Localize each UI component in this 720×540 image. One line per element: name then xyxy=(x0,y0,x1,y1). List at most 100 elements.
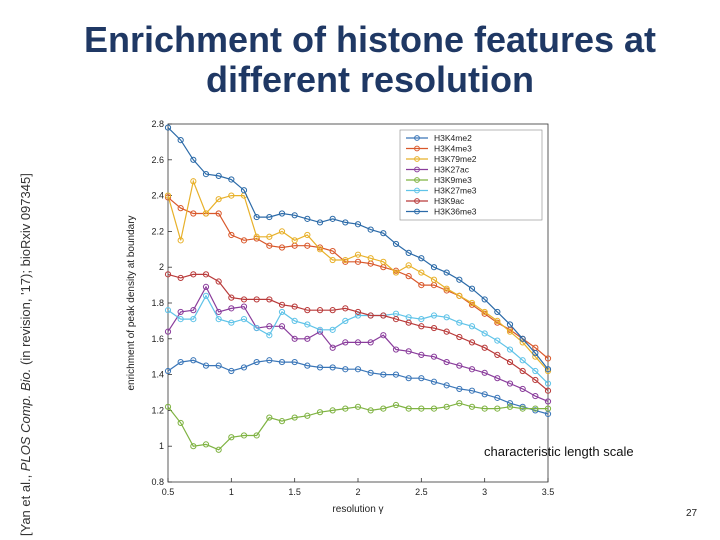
data-point-h3k4me2 xyxy=(164,367,172,375)
data-point-h3k27ac xyxy=(481,369,488,376)
data-point-h3k27ac xyxy=(544,398,552,405)
data-point-h3k9me3 xyxy=(405,405,412,412)
data-point-h3k27me3 xyxy=(544,380,552,387)
data-point-h3k9me3 xyxy=(202,441,210,448)
data-point-h3k9ac xyxy=(494,351,501,359)
data-point-h3k36me3 xyxy=(392,240,400,248)
data-point-h3k4me2 xyxy=(418,375,425,382)
data-point-h3k79me2 xyxy=(456,292,463,299)
data-point-h3k9ac xyxy=(544,387,552,394)
legend-marker xyxy=(414,135,420,141)
data-point-h3k27me3 xyxy=(481,330,488,337)
data-point-h3k9me3 xyxy=(456,400,463,407)
data-point-h3k4me3 xyxy=(342,258,349,265)
data-point-h3k27ac xyxy=(266,323,273,330)
data-point-h3k9me3 xyxy=(215,446,222,453)
data-point-h3k36me3 xyxy=(278,210,286,217)
data-point-h3k36me3 xyxy=(177,137,184,144)
data-point-h3k4me2 xyxy=(367,369,374,376)
data-point-h3k27ac xyxy=(304,335,311,342)
data-point-h3k4me3 xyxy=(228,231,235,239)
legend-label-h3k36me3: H3K36me3 xyxy=(434,207,477,217)
data-point-h3k9me3 xyxy=(494,405,501,412)
data-point-h3k9me3 xyxy=(291,414,298,421)
data-point-h3k27ac xyxy=(494,375,501,382)
data-point-h3k4me2 xyxy=(354,366,362,373)
data-point-h3k27ac xyxy=(342,339,349,346)
data-point-h3k4me2 xyxy=(177,358,184,366)
data-point-h3k9ac xyxy=(291,303,298,310)
data-point-h3k4me3 xyxy=(215,210,222,217)
data-point-h3k4me2 xyxy=(202,362,210,369)
data-point-h3k36me3 xyxy=(532,350,539,357)
data-point-h3k9ac xyxy=(456,333,463,341)
data-point-h3k27me3 xyxy=(228,319,235,326)
data-point-h3k36me3 xyxy=(304,215,311,222)
data-point-h3k79me2 xyxy=(405,262,412,269)
legend-label-h3k4me3: H3K4me3 xyxy=(434,144,472,154)
legend-marker xyxy=(414,156,420,162)
data-point-h3k36me3 xyxy=(481,296,488,303)
data-point-h3k27me3 xyxy=(443,314,450,321)
title-line-2: different resolution xyxy=(205,59,534,100)
data-point-h3k9me3 xyxy=(532,405,539,412)
data-point-h3k27ac xyxy=(329,344,336,351)
data-point-h3k27me3 xyxy=(164,307,172,314)
data-point-h3k27me3 xyxy=(190,316,197,323)
x-axis-label: resolution γ xyxy=(332,504,383,515)
data-point-h3k9ac xyxy=(253,296,260,303)
data-point-h3k4me3 xyxy=(278,244,286,251)
data-point-h3k4me2 xyxy=(405,375,412,382)
data-point-h3k27ac xyxy=(291,335,298,342)
data-point-h3k4me2 xyxy=(494,394,501,401)
data-point-h3k4me3 xyxy=(329,247,336,255)
data-point-h3k27ac xyxy=(316,328,324,335)
data-point-h3k79me2 xyxy=(228,192,235,199)
data-point-h3k36me3 xyxy=(228,176,235,183)
data-point-h3k27me3 xyxy=(418,316,425,323)
data-point-h3k27ac xyxy=(228,305,235,312)
data-point-h3k4me3 xyxy=(164,194,172,201)
legend-marker xyxy=(414,198,420,204)
data-point-h3k79me2 xyxy=(177,237,184,244)
data-point-h3k9me3 xyxy=(228,434,235,441)
legend-marker xyxy=(414,166,420,173)
data-point-h3k9me3 xyxy=(304,412,311,419)
data-point-h3k9me3 xyxy=(392,401,400,409)
data-point-h3k9ac xyxy=(316,307,324,314)
y-tick-label: 2.6 xyxy=(151,155,164,165)
data-point-h3k36me3 xyxy=(329,215,336,222)
y-tick-label: 1.4 xyxy=(151,370,164,380)
data-point-h3k4me3 xyxy=(304,242,311,249)
data-point-h3k36me3 xyxy=(190,156,197,163)
data-point-h3k79me2 xyxy=(367,255,374,262)
data-point-h3k27ac xyxy=(405,348,412,355)
data-point-h3k79me2 xyxy=(380,258,387,265)
data-point-h3k9me3 xyxy=(481,405,488,412)
citation: [Yan et al., PLOS Comp. Bio. (in revisio… xyxy=(18,173,33,536)
data-point-h3k4me2 xyxy=(443,382,450,389)
y-tick-label: 2.8 xyxy=(151,119,164,129)
data-point-h3k36me3 xyxy=(456,276,463,283)
data-point-h3k9me3 xyxy=(329,407,336,414)
data-point-h3k4me3 xyxy=(418,282,425,289)
data-point-h3k9ac xyxy=(443,328,450,335)
data-point-h3k9ac xyxy=(278,301,286,308)
data-point-h3k27ac xyxy=(418,351,425,359)
data-point-h3k27me3 xyxy=(494,337,501,344)
series-line-h3k4me3 xyxy=(167,196,549,359)
data-point-h3k27me3 xyxy=(266,332,273,339)
data-point-h3k9me3 xyxy=(253,432,260,439)
data-point-h3k4me2 xyxy=(392,371,400,378)
data-point-h3k36me3 xyxy=(494,308,501,316)
y-tick-label: 1.6 xyxy=(151,334,164,344)
data-point-h3k27me3 xyxy=(177,316,184,323)
data-point-h3k36me3 xyxy=(316,219,324,226)
data-point-h3k27me3 xyxy=(456,319,463,326)
data-point-h3k79me2 xyxy=(190,178,197,185)
data-point-h3k27me3 xyxy=(202,292,210,299)
data-point-h3k27me3 xyxy=(532,367,539,375)
data-point-h3k27ac xyxy=(164,328,172,335)
data-point-h3k9me3 xyxy=(443,403,450,410)
data-point-h3k9ac xyxy=(468,339,476,346)
